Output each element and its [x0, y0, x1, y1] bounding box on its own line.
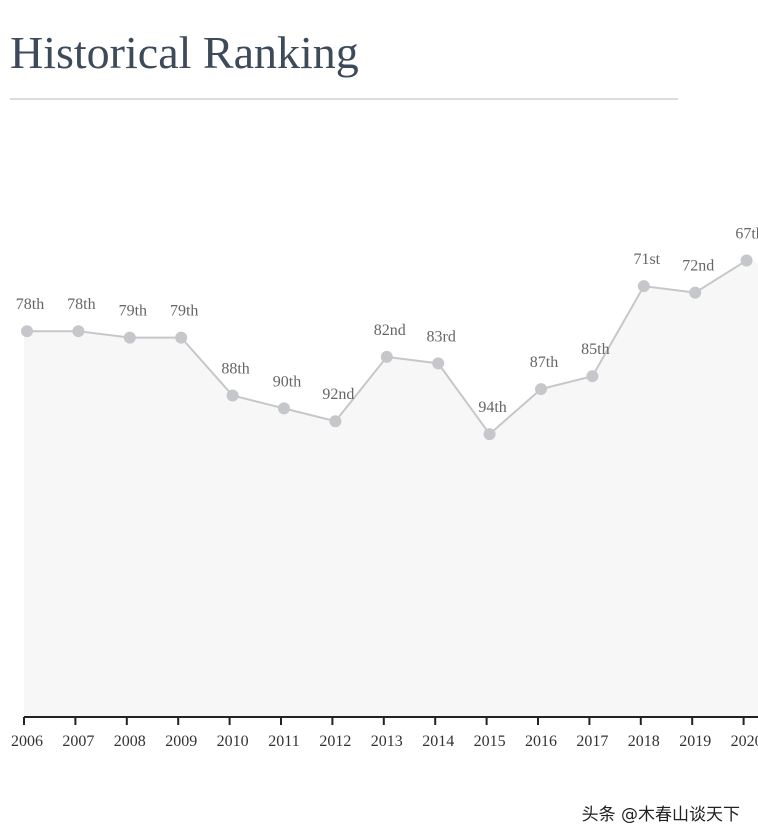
x-tick-label: 2012 — [319, 733, 351, 750]
point — [226, 389, 239, 402]
data-label: 79th — [119, 303, 147, 320]
plot: 78th 2006 78th 2007 79th 2008 79th 2009 88th 2010… — [11, 225, 758, 750]
data-label: 78th — [16, 296, 44, 313]
x-tick-label: 2010 — [217, 733, 249, 750]
chart-title: Historical Ranking — [10, 27, 359, 78]
point — [278, 402, 290, 415]
x-tick-label: 2009 — [165, 733, 197, 750]
x-tick-label: 2015 — [474, 733, 506, 750]
x-tick-label: 2014 — [422, 733, 454, 750]
area — [24, 260, 758, 717]
data-label: 94th — [478, 399, 506, 416]
point — [483, 428, 496, 441]
point — [535, 383, 547, 396]
x-tick-label: 2018 — [628, 733, 660, 750]
point — [123, 331, 136, 344]
data-label: 82nd — [374, 322, 406, 339]
data-label: 67th — [735, 225, 758, 242]
watermark: 头条 @木春山谈天下 — [582, 805, 740, 825]
point — [432, 357, 445, 370]
x-tick-label: 2007 — [62, 733, 94, 750]
data-label: 92nd — [322, 386, 354, 403]
data-label: 79th — [170, 303, 198, 320]
data-label: 78th — [67, 296, 95, 313]
data-label: 83rd — [427, 328, 456, 345]
x-tick-label: 2020 — [731, 733, 758, 750]
x-tick-label: 2017 — [576, 733, 608, 750]
point — [72, 325, 85, 338]
x-tick-label: 2016 — [525, 733, 557, 750]
point — [175, 331, 188, 344]
x-tick-label: 2019 — [679, 733, 711, 750]
data-label: 71st — [633, 251, 660, 268]
point — [329, 415, 342, 428]
x-tick-label: 2006 — [11, 733, 43, 750]
x-tick-label: 2011 — [268, 733, 299, 750]
point — [21, 325, 33, 338]
point — [689, 286, 702, 299]
data-label: 88th — [221, 360, 249, 377]
point — [740, 254, 753, 267]
data-label: 85th — [581, 341, 609, 358]
data-label: 72nd — [682, 258, 714, 275]
data-label: 87th — [530, 354, 558, 371]
point — [586, 370, 599, 383]
point — [380, 350, 393, 363]
point — [637, 280, 650, 293]
data-label: 90th — [273, 373, 301, 390]
x-tick-label: 2008 — [114, 733, 146, 750]
x-tick-label: 2013 — [371, 733, 403, 750]
